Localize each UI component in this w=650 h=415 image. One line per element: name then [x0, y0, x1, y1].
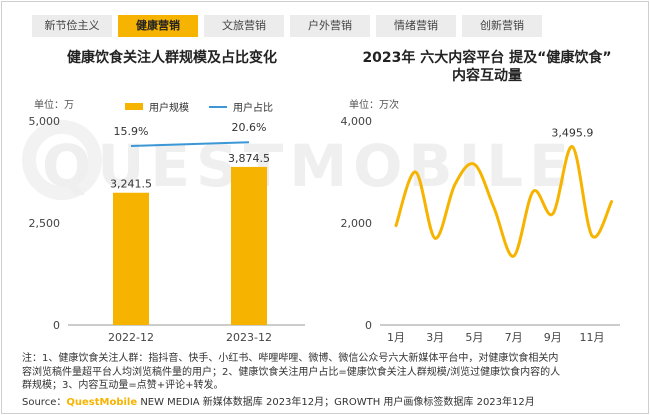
right-y-tick-label: 4,000	[341, 115, 373, 128]
right-chart-title-line1: 2023年 六大内容平台 提及“健康饮食”	[362, 50, 612, 66]
left-chart-legend: 用户规模 用户占比	[125, 99, 273, 114]
left-y-tick-label: 0	[53, 319, 60, 332]
right-chart-title-line2: 内容互动量	[452, 68, 522, 84]
tab-frugalism[interactable]: 新节俭主义	[32, 15, 112, 37]
line-value-label: 15.9%	[114, 125, 149, 138]
right-x-tick-label: 1月	[387, 331, 405, 344]
tab-innovation-marketing[interactable]: 创新营销	[462, 15, 542, 37]
tab-tourism-marketing[interactable]: 文旅营销	[204, 15, 284, 37]
watermark-text: QUESTMOBILE	[42, 132, 575, 200]
tab-outdoor-marketing[interactable]: 户外营销	[290, 15, 370, 37]
peak-value-label: 3,495.9	[551, 127, 593, 140]
line-value-label: 20.6%	[232, 121, 267, 134]
source-text: NEW MEDIA 新媒体数据库 2023年12月；GROWTH 用户画像标签数…	[140, 397, 535, 408]
bar-user-scale	[113, 192, 149, 325]
right-x-tick-label: 7月	[505, 331, 523, 344]
legend-line-swatch	[209, 105, 227, 108]
footnote-line: 容浏览稿件量超平台人均浏览稿件量的用户；2、健康饮食关注用户占比=健康饮食关注人…	[22, 366, 561, 378]
bar-user-scale	[231, 166, 267, 325]
right-x-tick-label: 9月	[544, 331, 562, 344]
left-x-tick-label: 2022-12	[108, 331, 154, 344]
tab-emotion-marketing[interactable]: 情绪营销	[376, 15, 456, 37]
footnote-line: 群规模；3、内容互动量=点赞+评论+转发。	[22, 380, 224, 391]
right-y-tick-label: 2,000	[341, 217, 373, 230]
right-chart-title: 2023年 六大内容平台 提及“健康饮食” 内容互动量	[332, 49, 642, 85]
right-x-tick-label: 11月	[580, 331, 605, 344]
source-brand: QuestMobile	[66, 397, 138, 408]
right-x-tick-label: 5月	[465, 331, 483, 344]
left-y-tick-label: 5,000	[29, 115, 61, 128]
right-y-tick-label: 0	[365, 319, 372, 332]
left-chart-unit: 单位：万	[34, 100, 74, 111]
footnotes: 注：1、健康饮食关注人群：指抖音、快手、小红书、哔哩哔哩、微博、微信公众号六大新…	[22, 352, 632, 393]
category-tabs: 新节俭主义 健康营销 文旅营销 户外营销 情绪营销 创新营销	[32, 15, 542, 37]
right-chart-unit: 单位：万次	[349, 100, 399, 111]
left-chart-title: 健康饮食关注人群规模及占比变化	[67, 50, 277, 66]
left-x-tick-label: 2023-12	[226, 331, 272, 344]
legend-bar-swatch	[125, 103, 143, 110]
line-interaction-volume	[394, 145, 614, 258]
footnote-line: 注：1、健康饮食关注人群：指抖音、快手、小红书、哔哩哔哩、微博、微信公众号六大新…	[22, 353, 559, 364]
right-x-tick-label: 3月	[426, 331, 444, 344]
left-y-tick-label: 2,500	[29, 217, 61, 230]
legend-line-label: 用户占比	[233, 103, 273, 114]
line-user-share	[130, 141, 250, 147]
legend-bar-label: 用户规模	[149, 103, 189, 114]
tab-health-marketing[interactable]: 健康营销	[118, 15, 198, 37]
source-line: Source：QuestMobile NEW MEDIA 新媒体数据库 2023…	[22, 393, 535, 408]
source-prefix: Source：	[22, 397, 67, 408]
bar-value-label: 3,241.5	[110, 178, 152, 191]
bar-value-label: 3,874.5	[228, 152, 270, 165]
